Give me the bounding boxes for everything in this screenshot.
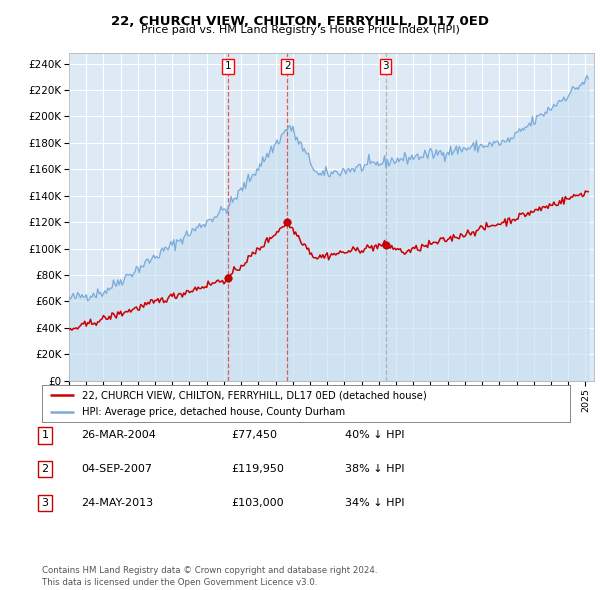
- Text: £103,000: £103,000: [231, 498, 284, 507]
- Text: 04-SEP-2007: 04-SEP-2007: [81, 464, 152, 474]
- Text: 1: 1: [224, 61, 231, 71]
- Text: 3: 3: [382, 61, 389, 71]
- Text: 22, CHURCH VIEW, CHILTON, FERRYHILL, DL17 0ED (detached house): 22, CHURCH VIEW, CHILTON, FERRYHILL, DL1…: [82, 390, 427, 400]
- Text: Contains HM Land Registry data © Crown copyright and database right 2024.
This d: Contains HM Land Registry data © Crown c…: [42, 566, 377, 587]
- Text: 22, CHURCH VIEW, CHILTON, FERRYHILL, DL17 0ED: 22, CHURCH VIEW, CHILTON, FERRYHILL, DL1…: [111, 15, 489, 28]
- Text: 40% ↓ HPI: 40% ↓ HPI: [345, 431, 404, 440]
- Text: 1: 1: [41, 431, 49, 440]
- Text: £119,950: £119,950: [231, 464, 284, 474]
- Text: 34% ↓ HPI: 34% ↓ HPI: [345, 498, 404, 507]
- Text: 2: 2: [41, 464, 49, 474]
- Text: £77,450: £77,450: [231, 431, 277, 440]
- Text: Price paid vs. HM Land Registry's House Price Index (HPI): Price paid vs. HM Land Registry's House …: [140, 25, 460, 35]
- Text: 3: 3: [41, 498, 49, 507]
- Text: HPI: Average price, detached house, County Durham: HPI: Average price, detached house, Coun…: [82, 407, 345, 417]
- Text: 2: 2: [284, 61, 290, 71]
- Text: 38% ↓ HPI: 38% ↓ HPI: [345, 464, 404, 474]
- Text: 24-MAY-2013: 24-MAY-2013: [81, 498, 153, 507]
- Text: 26-MAR-2004: 26-MAR-2004: [81, 431, 156, 440]
